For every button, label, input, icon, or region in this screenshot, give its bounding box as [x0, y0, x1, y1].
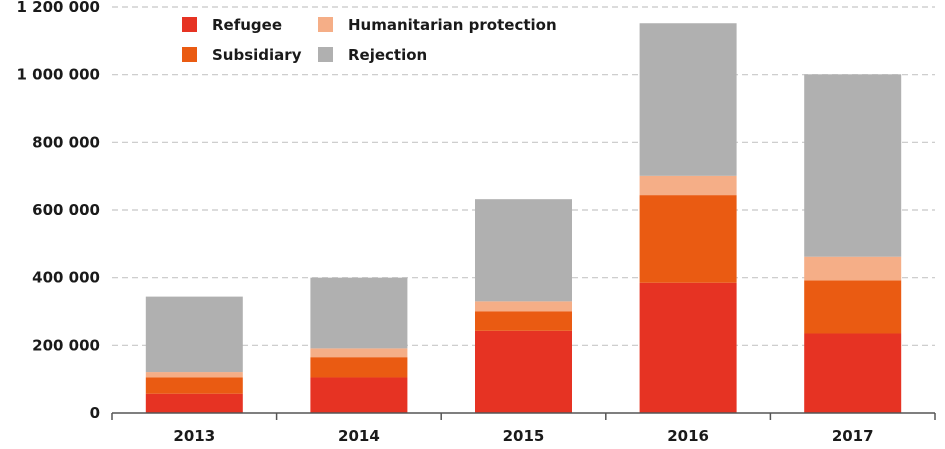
y-tick-label: 200 000 [32, 336, 100, 354]
legend: Refugee Humanitarian protection Subsidiary… [182, 16, 557, 64]
y-axis-tick-labels: 0 200 000 400 000 600 000 800 000 1 000 000 1 … [16, 0, 100, 422]
legend-swatch [318, 17, 333, 32]
bar-2016-rejection [639, 23, 737, 176]
y-tick-label: 1 000 000 [16, 66, 100, 84]
x-tick-label: 2013 [173, 427, 215, 445]
bar-2015-humanitarian-protection [475, 301, 572, 312]
bar-2014-humanitarian-protection [310, 348, 408, 358]
bar-2013-subsidiary [145, 377, 243, 394]
legend-label: Rejection [348, 46, 427, 64]
bar-2013-refugee [145, 393, 243, 413]
bars [145, 23, 902, 413]
y-tick-label: 600 000 [32, 201, 100, 219]
y-tick-label: 400 000 [32, 269, 100, 287]
x-tick-label: 2015 [503, 427, 545, 445]
bar-2016-refugee [639, 282, 737, 413]
bar-2017-refugee [804, 333, 902, 413]
bar-2014-subsidiary [310, 357, 408, 378]
legend-swatch [318, 47, 333, 62]
y-tick-label: 1 200 000 [16, 0, 100, 16]
bar-2016-humanitarian-protection [639, 175, 737, 196]
y-tick-label: 800 000 [32, 133, 100, 151]
bar-2014-refugee [310, 377, 408, 413]
bar-2017-humanitarian-protection [804, 256, 902, 281]
y-tick-label: 0 [90, 404, 100, 422]
bar-2013-humanitarian-protection [145, 372, 243, 378]
bar-2015-subsidiary [475, 311, 572, 331]
legend-label: Refugee [212, 16, 282, 34]
bar-2015-rejection [475, 199, 572, 302]
bar-2014-rejection [310, 277, 408, 349]
bar-2013-rejection [145, 296, 243, 373]
bar-2016-subsidiary [639, 195, 737, 283]
x-tick-label: 2014 [338, 427, 380, 445]
legend-label: Humanitarian protection [348, 16, 557, 34]
legend-label: Subsidiary [212, 46, 302, 64]
x-axis-tick-labels: 2013 2014 2015 2016 2017 [173, 427, 873, 445]
x-tick-label: 2016 [667, 427, 709, 445]
bar-2017-subsidiary [804, 280, 902, 334]
bar-2017-rejection [804, 74, 902, 257]
x-tick-label: 2017 [832, 427, 874, 445]
bar-2015-refugee [475, 330, 572, 413]
axes [111, 412, 936, 420]
legend-swatch [182, 47, 197, 62]
legend-swatch [182, 17, 197, 32]
